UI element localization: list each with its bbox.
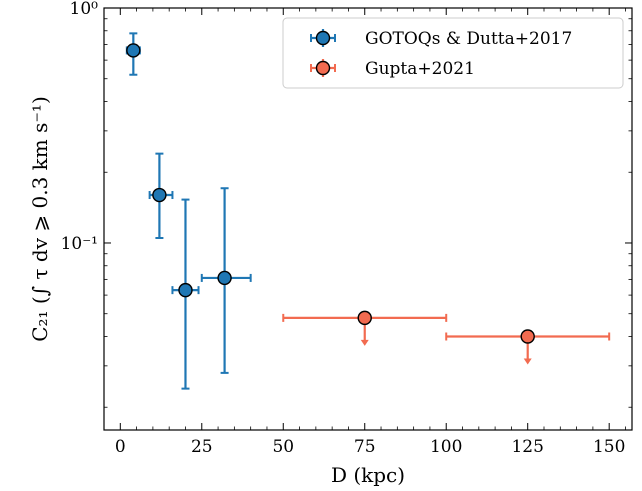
axis-ticks: 0 25 50 75 100 125 150 10⁻¹ 10⁰ (61, 0, 632, 457)
y-tick-label: 10⁻¹ (61, 234, 98, 254)
upper-limit-arrow-head (360, 339, 369, 346)
upper-limit-arrow-head (523, 358, 532, 365)
x-tick-label: 125 (511, 437, 543, 457)
data-point (178, 282, 193, 298)
legend-label: GOTOQs & Dutta+2017 (365, 29, 572, 49)
legend-marker (315, 30, 331, 46)
data-point (520, 329, 535, 344)
x-tick-label: 0 (115, 437, 126, 457)
plot-marks (125, 32, 611, 390)
data-point (217, 270, 232, 286)
series-0 (125, 32, 252, 390)
x-tick-label: 150 (593, 437, 625, 457)
plot-frame (103, 7, 633, 431)
data-point (357, 310, 372, 326)
data-point (152, 187, 167, 203)
series-1 (282, 310, 611, 365)
x-tick-label: 75 (354, 437, 376, 457)
legend-entry-1: Gupta+2021 (310, 59, 475, 79)
y-axis-label: C₂₁ (∫ τ dv ⩾ 0.3 km s⁻¹) (28, 96, 52, 342)
data-point (126, 43, 141, 58)
legend-entry-0: GOTOQs & Dutta+2017 (310, 29, 572, 49)
legend: GOTOQs & Dutta+2017 Gupta+2021 (282, 17, 624, 89)
y-tick-label: 10⁰ (70, 0, 99, 19)
legend-box (282, 17, 624, 89)
x-tick-label: 50 (272, 437, 294, 457)
legend-marker (315, 60, 331, 76)
x-tick-label: 100 (430, 437, 462, 457)
x-tick-label: 25 (191, 437, 213, 457)
x-axis-label: D (kpc) (331, 463, 405, 487)
legend-label: Gupta+2021 (365, 59, 475, 79)
